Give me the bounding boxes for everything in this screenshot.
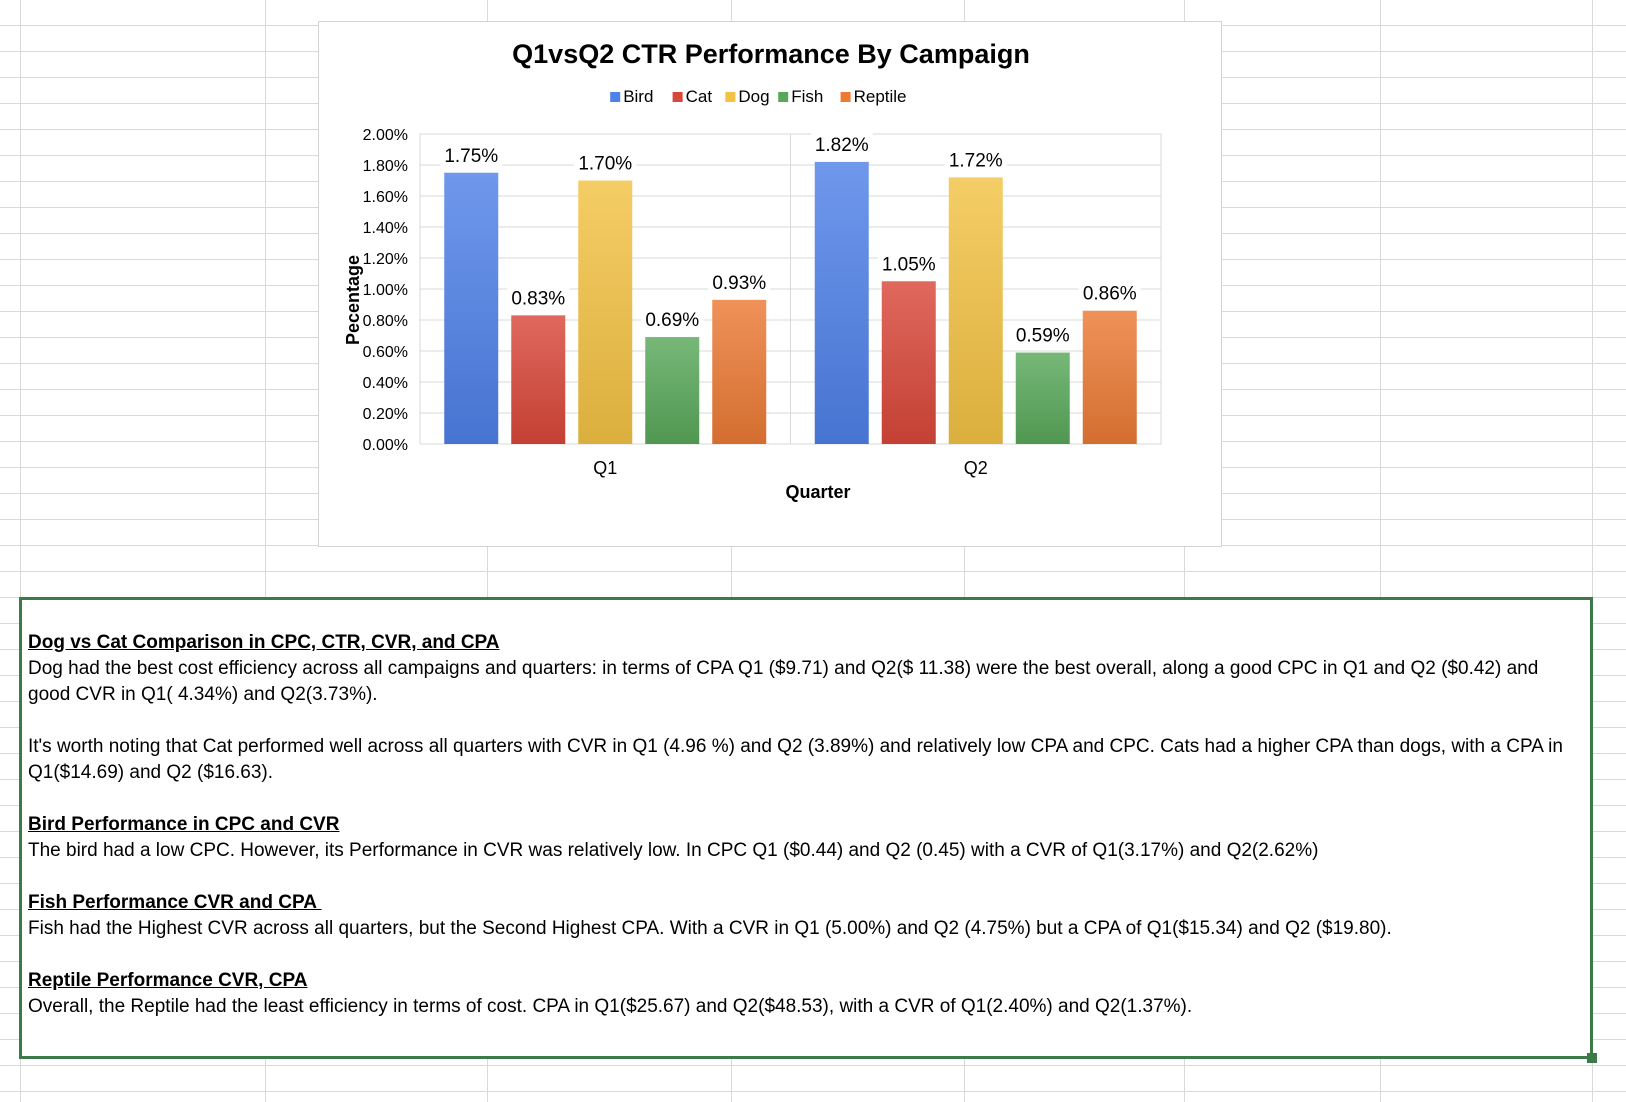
- data-label: 1.82%: [815, 135, 869, 156]
- y-axis: 0.00% 0.20% 0.40% 0.60% 0.80% 1.00% 1.20% 1.40%…: [363, 127, 408, 454]
- bar-dog-q2[interactable]: [948, 177, 1003, 444]
- data-label: 0.86%: [1083, 284, 1137, 305]
- note-paragraph: Dog had the best cost efficiency across …: [28, 658, 1539, 705]
- bar-bird-q2[interactable]: [814, 161, 869, 444]
- y-axis-title: Pecentage: [343, 255, 363, 345]
- chart-container[interactable]: Q1vsQ2 CTR Performance By Campaign Bird C…: [318, 21, 1222, 547]
- y-tick-label: 0.00%: [363, 437, 408, 454]
- note-paragraph: The bird had a low CPC. However, its Per…: [28, 840, 1319, 861]
- bar-bird-q1[interactable]: [444, 172, 499, 444]
- legend-swatch: [778, 92, 789, 102]
- column-divider: [20, 0, 21, 1102]
- note-paragraph: Overall, the Reptile had the least effic…: [28, 996, 1193, 1017]
- bar-cat-q1[interactable]: [511, 315, 566, 444]
- note-paragraph: It's worth noting that Cat performed wel…: [28, 736, 1563, 783]
- x-axis: Q1 Q2: [593, 458, 988, 478]
- column-divider: [487, 0, 488, 1102]
- legend-label: Fish: [791, 87, 823, 106]
- bar-reptile-q2[interactable]: [1082, 310, 1137, 444]
- legend-swatch: [840, 92, 851, 102]
- chart-title: Q1vsQ2 CTR Performance By Campaign: [512, 39, 1030, 69]
- legend-item-dog[interactable]: Dog: [725, 87, 770, 106]
- notes-textbox[interactable]: Dog vs Cat Comparison in CPC, CTR, CVR, …: [19, 597, 1593, 1059]
- y-tick-label: 1.80%: [363, 158, 408, 175]
- y-tick-label: 0.80%: [363, 313, 408, 330]
- y-tick-label: 2.00%: [363, 127, 408, 144]
- bars: [444, 161, 1137, 445]
- data-label-background: [574, 150, 637, 177]
- legend-swatch: [610, 92, 621, 102]
- column-divider: [964, 0, 965, 1102]
- chart-legend: Bird Cat Dog Fish Reptile: [610, 87, 907, 106]
- legend-item-cat[interactable]: Cat: [672, 87, 713, 106]
- data-label: 0.93%: [712, 273, 766, 294]
- legend-item-fish[interactable]: Fish: [778, 87, 823, 106]
- data-label: 1.72%: [949, 150, 1003, 171]
- bar-dog-q1[interactable]: [578, 180, 633, 445]
- bar-fish-q1[interactable]: [645, 337, 700, 444]
- data-label: 0.83%: [511, 288, 565, 309]
- data-label-background: [708, 269, 771, 296]
- data-label-background: [641, 307, 704, 334]
- y-tick-label: 0.20%: [363, 406, 408, 423]
- data-label: 1.70%: [578, 154, 632, 175]
- legend-label: Bird: [623, 87, 653, 106]
- column-divider: [731, 0, 732, 1102]
- bar-reptile-q1[interactable]: [712, 299, 767, 444]
- y-tick-label: 1.20%: [363, 251, 408, 268]
- data-label-background: [507, 285, 570, 312]
- bar-fish-q2[interactable]: [1015, 352, 1070, 444]
- data-label-background: [440, 142, 503, 169]
- y-tick-label: 1.40%: [363, 220, 408, 237]
- legend-swatch: [725, 92, 736, 102]
- y-tick-label: 0.40%: [363, 375, 408, 392]
- resize-handle[interactable]: [1587, 1053, 1597, 1063]
- data-label: 1.75%: [444, 146, 498, 167]
- data-label-background: [944, 147, 1007, 174]
- bar-data-labels: 1.75% 0.83% 1.70% 0.69% 0.93% 1.82% 1.05% 1.72%…: [440, 131, 1141, 349]
- data-label: 0.59%: [1016, 326, 1070, 347]
- y-tick-label: 1.00%: [363, 282, 408, 299]
- note-section: Reptile Performance CVR, CPA Overall, the…: [28, 968, 1584, 1020]
- column-divider: [1380, 0, 1381, 1102]
- data-label-background: [1011, 322, 1074, 349]
- data-label-background: [810, 131, 873, 158]
- column-divider: [1592, 0, 1593, 1102]
- note-heading: Fish Performance CVR and CPA: [28, 892, 322, 913]
- x-axis-title: Quarter: [785, 482, 850, 502]
- note-paragraph: Fish had the Highest CVR across all quar…: [28, 918, 1392, 939]
- x-tick-label: Q2: [964, 458, 988, 478]
- data-label-background: [1078, 280, 1141, 307]
- note-heading: Reptile Performance CVR, CPA: [28, 970, 308, 991]
- bar-chart: Q1vsQ2 CTR Performance By Campaign Bird C…: [343, 39, 1162, 502]
- legend-label: Cat: [686, 87, 713, 106]
- note-heading: Bird Performance in CPC and CVR: [28, 814, 340, 835]
- legend-item-reptile[interactable]: Reptile: [840, 87, 907, 106]
- note-heading: Dog vs Cat Comparison in CPC, CTR, CVR, …: [28, 632, 500, 653]
- legend-swatch: [672, 92, 683, 102]
- column-divider: [265, 0, 266, 1102]
- legend-label: Reptile: [854, 87, 907, 106]
- data-label: 1.05%: [882, 254, 936, 275]
- y-tick-label: 1.60%: [363, 189, 408, 206]
- bar-cat-q2[interactable]: [881, 281, 936, 444]
- y-tick-label: 0.60%: [363, 344, 408, 361]
- column-divider: [1184, 0, 1185, 1102]
- x-tick-label: Q1: [593, 458, 617, 478]
- note-section: Fish Performance CVR and CPA Fish had th…: [28, 890, 1584, 942]
- legend-item-bird[interactable]: Bird: [610, 87, 653, 106]
- note-section: Dog vs Cat Comparison in CPC, CTR, CVR, …: [28, 630, 1584, 786]
- data-label: 0.69%: [645, 310, 699, 331]
- note-section: Bird Performance in CPC and CVR The bird …: [28, 812, 1584, 864]
- data-label-background: [877, 251, 940, 278]
- legend-label: Dog: [738, 87, 769, 106]
